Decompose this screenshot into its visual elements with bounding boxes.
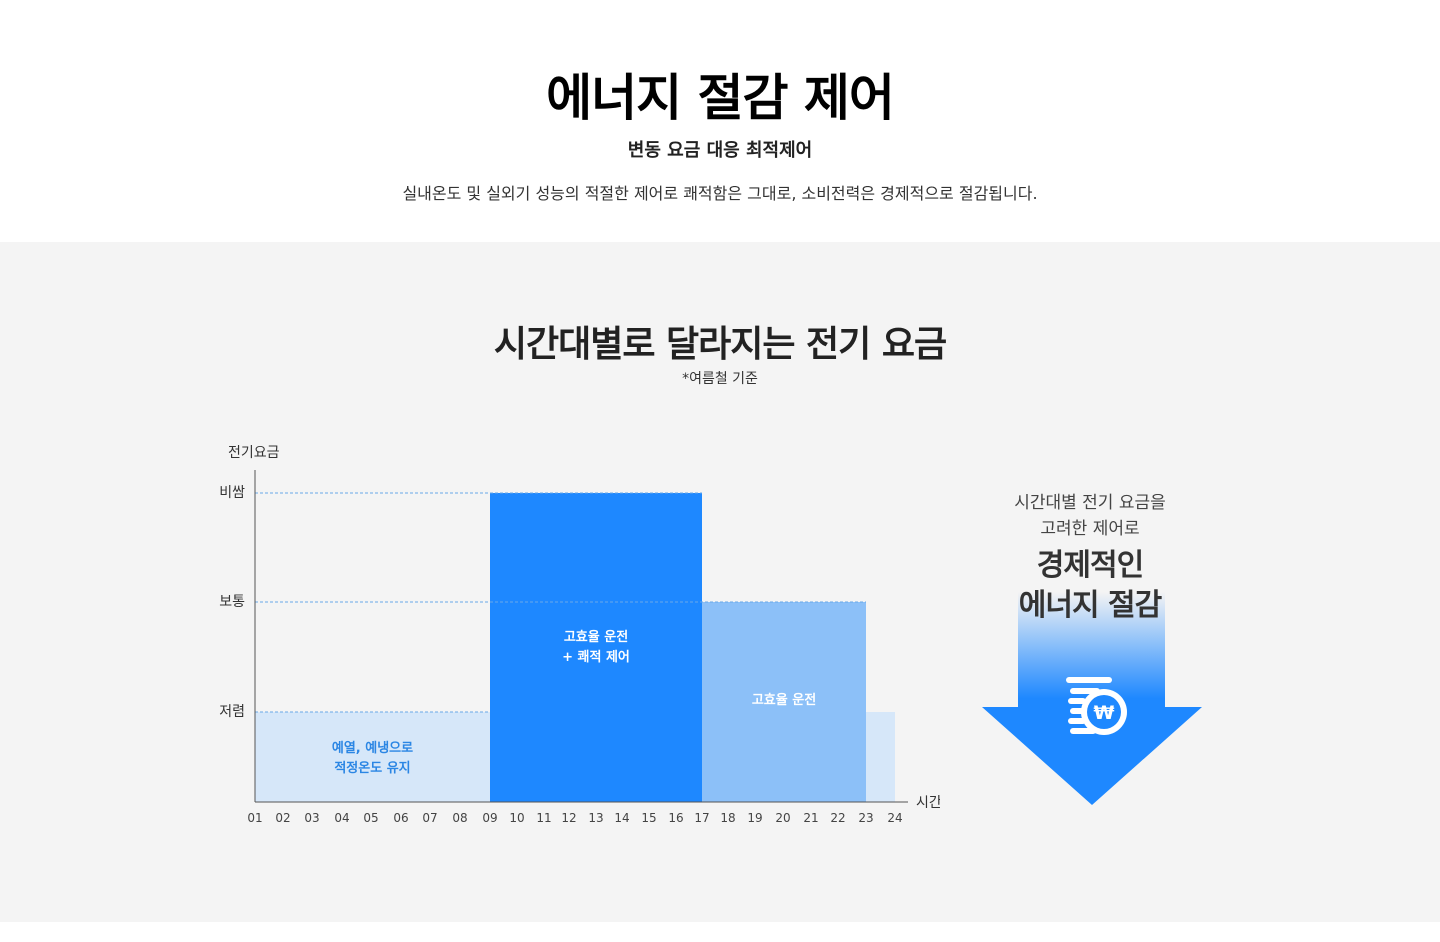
x-tick-label: 12 — [561, 811, 576, 825]
hero-section: 에너지 절감 제어 변동 요금 대응 최적제어 실내온도 및 실외기 성능의 적… — [0, 0, 1440, 242]
side-caption: 시간대별 전기 요금을 고려한 제어로 — [970, 490, 1210, 542]
svg-text:₩: ₩ — [1094, 702, 1115, 724]
x-tick-label: 03 — [304, 811, 319, 825]
side-headline: 경제적인 에너지 절감 — [970, 546, 1210, 626]
x-tick-label: 10 — [509, 811, 524, 825]
bar-data-label: 고효율 운전 — [752, 692, 816, 708]
chart-bar — [255, 712, 490, 802]
page-description: 실내온도 및 실외기 성능의 적절한 제어로 쾌적함은 그대로, 소비전력은 경… — [402, 184, 1038, 203]
x-tick-label: 06 — [393, 811, 408, 825]
bar-data-label: 고효율 운전 — [564, 629, 628, 645]
bar-data-label: 적정온도 유지 — [334, 760, 410, 776]
x-tick-label: 05 — [363, 811, 378, 825]
won-coin-icon: ₩ — [1066, 677, 1127, 735]
chart-season-note: *여름철 기준 — [682, 371, 758, 387]
x-tick-label: 09 — [482, 811, 497, 825]
page-subtitle: 변동 요금 대응 최적제어 — [627, 140, 813, 161]
chart-bar — [490, 493, 702, 802]
x-tick-label: 20 — [775, 811, 790, 825]
x-tick-label: 19 — [747, 811, 762, 825]
side-headline-line2: 에너지 절감 — [1018, 588, 1162, 623]
chart-bar — [866, 712, 895, 802]
side-caption-line1: 시간대별 전기 요금을 — [1014, 493, 1166, 513]
x-tick-label: 24 — [887, 811, 902, 825]
x-tick-label: 04 — [334, 811, 349, 825]
savings-arrow: ₩ — [982, 592, 1202, 805]
chart-section-title: 시간대별로 달라지는 전기 요금 — [493, 324, 947, 365]
x-tick-label: 16 — [668, 811, 683, 825]
y-tick-label: 저렴 — [219, 704, 245, 720]
x-tick-label: 11 — [536, 811, 551, 825]
x-tick-label: 02 — [275, 811, 290, 825]
bar-data-label: + 쾌적 제어 — [562, 649, 630, 665]
x-tick-label: 21 — [803, 811, 818, 825]
side-caption-line2: 고려한 제어로 — [1040, 519, 1140, 539]
x-axis-title: 시간 — [916, 795, 940, 811]
x-tick-label: 22 — [830, 811, 845, 825]
y-tick-label: 비쌈 — [219, 485, 245, 501]
side-headline-line1: 경제적인 — [1036, 548, 1144, 583]
x-tick-label: 18 — [720, 811, 735, 825]
x-tick-label: 23 — [858, 811, 873, 825]
x-tick-label: 13 — [588, 811, 603, 825]
chart-bar — [702, 602, 866, 802]
page-title: 에너지 절감 제어 — [546, 69, 895, 127]
y-axis-title: 전기요금 — [228, 445, 280, 461]
x-tick-label: 14 — [614, 811, 629, 825]
x-tick-label: 08 — [452, 811, 467, 825]
x-tick-label: 01 — [247, 811, 262, 825]
bar-data-label: 예열, 예냉으로 — [332, 740, 413, 756]
x-tick-label: 15 — [641, 811, 656, 825]
y-tick-label: 보통 — [219, 594, 245, 610]
x-tick-label: 17 — [694, 811, 709, 825]
x-tick-label: 07 — [422, 811, 437, 825]
